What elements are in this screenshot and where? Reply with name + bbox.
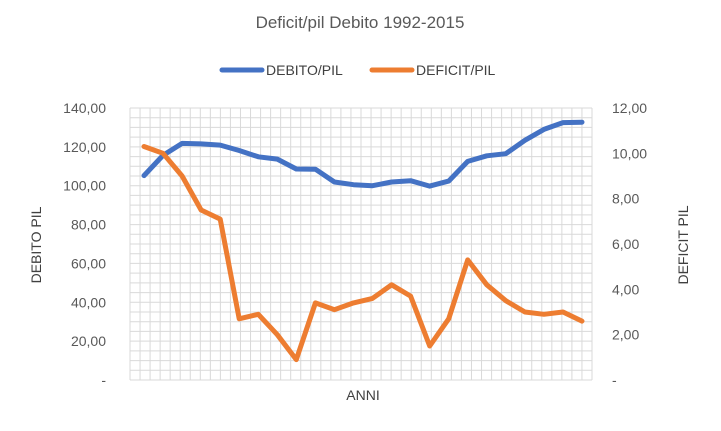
legend-label-debito: DEBITO/PIL xyxy=(266,62,343,78)
left-tick-label: 100,00 xyxy=(63,178,106,194)
left-tick-label: 20,00 xyxy=(71,333,106,349)
legend-label-deficit: DEFICIT/PIL xyxy=(416,62,496,78)
left-tick-label: 40,00 xyxy=(71,294,106,310)
x-axis-title: ANNI xyxy=(346,387,379,403)
right-tick-label: 8,00 xyxy=(612,191,639,207)
left-tick-label: 140,00 xyxy=(63,100,106,116)
left-axis-ticks: - 20,00 40,00 60,00 80,00 100,00 120,00 140,00 xyxy=(63,100,106,388)
left-tick-label: 80,00 xyxy=(71,217,106,233)
right-tick-label: 4,00 xyxy=(612,281,639,297)
right-tick-label: - xyxy=(612,372,617,388)
left-tick-label: 120,00 xyxy=(63,139,106,155)
legend: DEBITO/PIL DEFICIT/PIL xyxy=(219,62,496,78)
y2-axis-title: DEFICIT PIL xyxy=(675,205,691,284)
right-axis-ticks: - 2,00 4,00 6,00 8,00 10,00 12,00 xyxy=(612,100,647,388)
right-tick-label: 6,00 xyxy=(612,236,639,252)
series-layer xyxy=(141,119,585,363)
right-tick-label: 12,00 xyxy=(612,100,647,116)
plot-grid xyxy=(129,107,593,381)
y-axis-title: DEBITO PIL xyxy=(28,206,44,283)
series-line-debito-pil xyxy=(141,119,585,189)
left-tick-label: - xyxy=(101,372,106,388)
left-tick-label: 60,00 xyxy=(71,255,106,271)
right-tick-label: 2,00 xyxy=(612,327,639,343)
right-tick-label: 10,00 xyxy=(612,145,647,161)
chart-title: Deficit/pil Debito 1992-2015 xyxy=(256,13,465,32)
series-line-deficit-pil xyxy=(141,144,585,363)
